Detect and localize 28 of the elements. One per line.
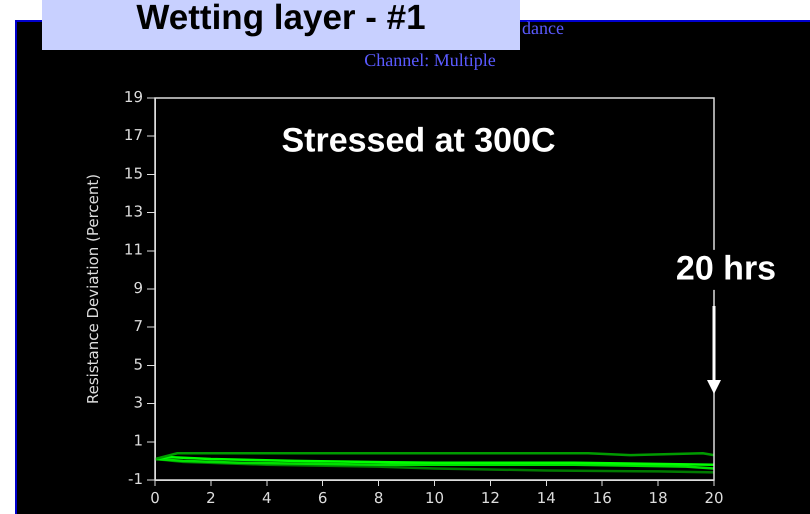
chart-subtitle: Channel: Multiple bbox=[363, 50, 497, 71]
y-tick-label: 15 bbox=[124, 164, 143, 182]
x-tick-label: 16 bbox=[592, 488, 612, 507]
annotation: 20 hrs bbox=[676, 249, 776, 288]
x-tick-label: 14 bbox=[536, 488, 556, 507]
chart-title: Wetting layer - #1 bbox=[42, 0, 520, 50]
y-tick-label: 11 bbox=[124, 240, 143, 259]
y-tick-label: 7 bbox=[133, 317, 143, 336]
y-tick-label: 9 bbox=[133, 278, 143, 297]
x-tick-label: 2 bbox=[206, 488, 216, 507]
x-tick-label: 8 bbox=[374, 488, 384, 507]
text: dance bbox=[522, 18, 564, 39]
x-tick-label: 4 bbox=[262, 488, 272, 507]
x-tick-label: 0 bbox=[150, 488, 160, 507]
annotation: Stressed at 300C bbox=[281, 121, 556, 160]
y-tick-label: 19 bbox=[124, 88, 143, 106]
x-tick-label: 20 bbox=[704, 488, 724, 507]
y-tick-label: 17 bbox=[124, 126, 143, 144]
y-tick-label: -1 bbox=[128, 470, 143, 488]
x-tick-label: 6 bbox=[318, 488, 328, 507]
y-axis-title: Resistance Deviation (Percent) bbox=[84, 174, 102, 404]
x-tick-label: 10 bbox=[424, 488, 444, 507]
y-tick-label: 5 bbox=[133, 355, 143, 374]
x-tick-label: 18 bbox=[648, 488, 668, 507]
y-tick-label: 13 bbox=[124, 202, 143, 220]
x-tick-label: 12 bbox=[480, 488, 500, 507]
y-tick-label: 1 bbox=[133, 432, 143, 450]
y-tick-label: 3 bbox=[133, 393, 143, 412]
